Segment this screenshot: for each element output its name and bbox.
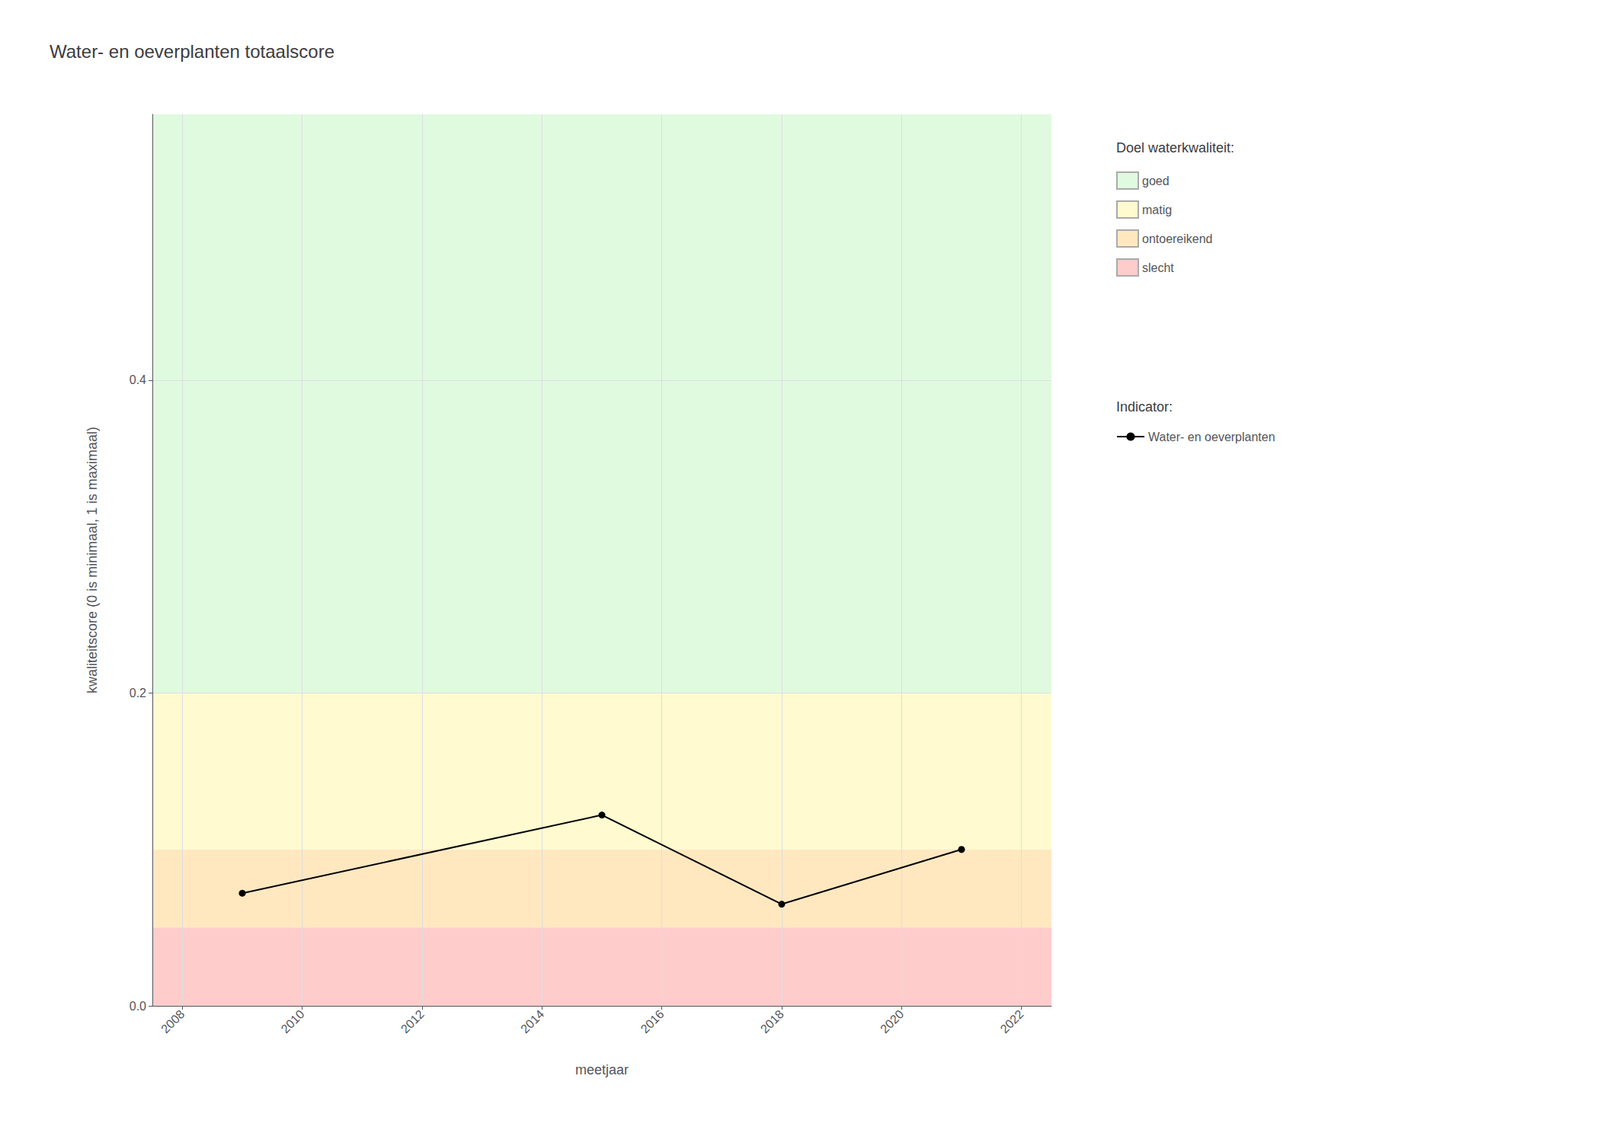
svg-text:meetjaar: meetjaar (575, 1062, 629, 1078)
svg-text:2014: 2014 (518, 1007, 547, 1036)
svg-text:2020: 2020 (877, 1007, 906, 1036)
svg-text:2022: 2022 (998, 1007, 1027, 1036)
svg-text:2018: 2018 (758, 1007, 787, 1036)
svg-text:2012: 2012 (398, 1007, 427, 1036)
svg-text:Doel waterkwaliteit:: Doel waterkwaliteit: (1116, 140, 1235, 156)
svg-text:matig: matig (1142, 203, 1172, 217)
svg-text:2016: 2016 (638, 1007, 667, 1036)
svg-text:Water- en oeverplanten totaals: Water- en oeverplanten totaalscore (49, 41, 335, 62)
svg-text:goed: goed (1142, 174, 1170, 188)
svg-text:Water- en oeverplanten: Water- en oeverplanten (1148, 430, 1276, 444)
svg-text:Indicator:: Indicator: (1116, 399, 1173, 415)
svg-text:0.2: 0.2 (129, 686, 147, 700)
svg-text:kwaliteitscore (0 is minimaal,: kwaliteitscore (0 is minimaal, 1 is maxi… (84, 426, 100, 694)
svg-text:2010: 2010 (278, 1007, 308, 1036)
svg-text:slecht: slecht (1142, 261, 1175, 275)
svg-text:0.0: 0.0 (129, 999, 147, 1013)
svg-text:ontoereikend: ontoereikend (1142, 232, 1213, 246)
svg-text:0.4: 0.4 (129, 373, 147, 387)
svg-text:2008: 2008 (158, 1007, 187, 1036)
